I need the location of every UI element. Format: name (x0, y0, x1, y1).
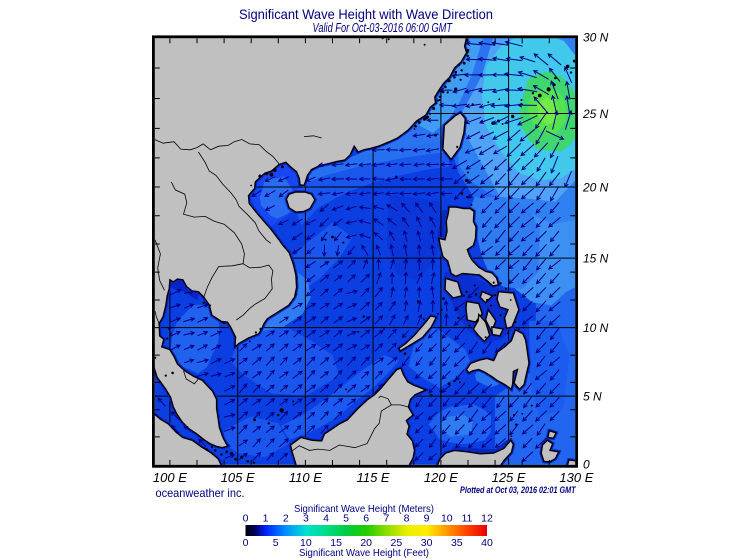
svg-text:105 E: 105 E (221, 470, 255, 485)
svg-text:115 E: 115 E (357, 470, 390, 485)
svg-text:Significant Wave Height (Feet): Significant Wave Height (Feet) (299, 547, 429, 559)
svg-text:0: 0 (243, 537, 249, 549)
svg-text:11: 11 (461, 513, 472, 525)
svg-text:25: 25 (391, 537, 403, 549)
svg-text:125 E: 125 E (492, 470, 526, 485)
svg-text:10 N: 10 N (583, 321, 609, 335)
svg-text:15 N: 15 N (583, 252, 609, 266)
svg-text:120 E: 120 E (424, 470, 458, 485)
svg-text:10: 10 (300, 537, 312, 549)
svg-text:35: 35 (451, 537, 463, 549)
svg-text:7: 7 (383, 513, 389, 525)
svg-text:9: 9 (424, 513, 430, 525)
svg-text:Significant Wave Height with W: Significant Wave Height with Wave Direct… (239, 6, 493, 22)
svg-text:Plotted at Oct 03, 2016 02:01: Plotted at Oct 03, 2016 02:01 GMT (460, 485, 576, 496)
svg-text:5: 5 (273, 537, 279, 549)
svg-text:12: 12 (481, 513, 493, 525)
svg-text:0: 0 (583, 458, 590, 472)
svg-text:2: 2 (283, 513, 289, 525)
svg-text:4: 4 (323, 513, 329, 525)
svg-text:Significant Wave Height (Meter: Significant Wave Height (Meters) (294, 503, 434, 515)
svg-text:6: 6 (363, 513, 369, 525)
svg-text:1: 1 (263, 513, 269, 525)
svg-text:5: 5 (343, 513, 349, 525)
svg-text:8: 8 (404, 513, 410, 525)
svg-text:5 N: 5 N (583, 390, 602, 404)
svg-text:130 E: 130 E (559, 470, 593, 485)
svg-text:110 E: 110 E (289, 470, 322, 485)
svg-text:10: 10 (441, 513, 453, 525)
svg-text:0: 0 (243, 513, 249, 525)
svg-text:20: 20 (360, 537, 372, 549)
svg-text:25 N: 25 N (582, 107, 609, 121)
svg-text:3: 3 (303, 513, 309, 525)
svg-text:oceanweather inc.: oceanweather inc. (156, 486, 245, 500)
svg-text:15: 15 (330, 537, 342, 549)
svg-text:30: 30 (421, 537, 433, 549)
svg-text:30 N: 30 N (583, 31, 609, 45)
svg-text:Valid For Oct-03-2016 06:00 GM: Valid For Oct-03-2016 06:00 GMT (313, 21, 454, 35)
svg-text:40: 40 (481, 537, 493, 549)
svg-text:20 N: 20 N (582, 181, 609, 195)
svg-text:100 E: 100 E (153, 470, 187, 485)
